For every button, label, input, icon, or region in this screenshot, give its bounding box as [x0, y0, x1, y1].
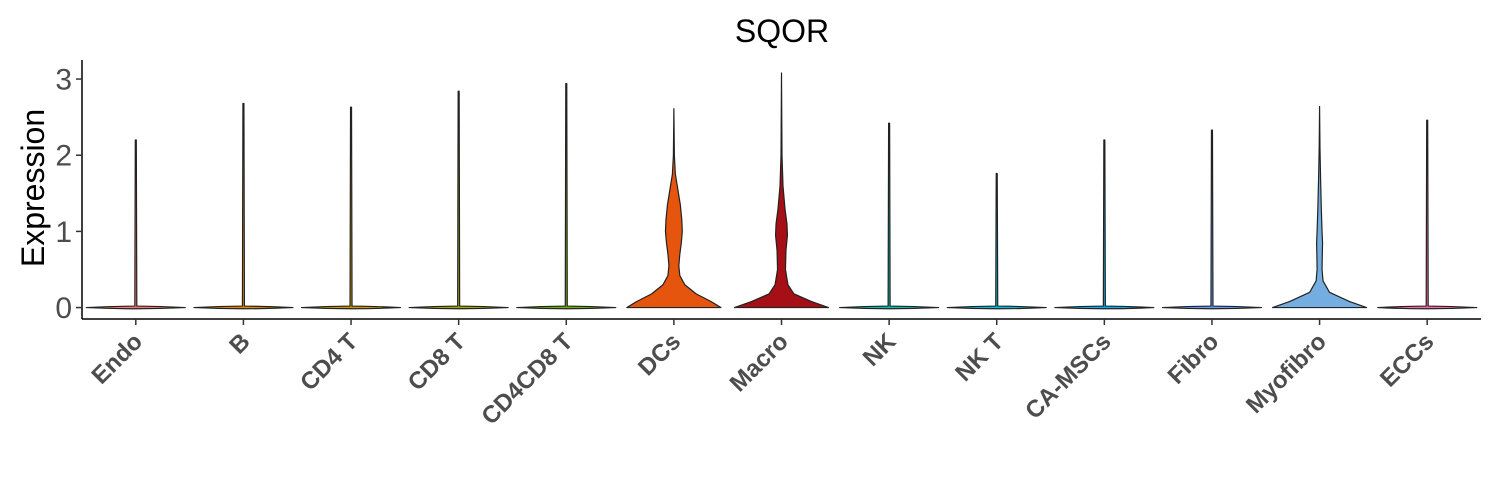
y-tick-label: 3: [55, 64, 72, 97]
violins-layer: [85, 72, 1478, 310]
x-tick-label-macro: Macro: [725, 328, 794, 397]
x-tick-label-cd4cd8-t: CD4CD8 T: [476, 328, 578, 430]
violin-macro: [733, 72, 830, 309]
x-tick-label-endo: Endo: [87, 328, 149, 390]
x-tick-label-nk-t: NK T: [950, 328, 1009, 387]
chart-title: SQOR: [735, 13, 829, 49]
x-tick-label-nk: NK: [858, 328, 902, 372]
x-tick-label-dcs: DCs: [633, 328, 686, 381]
violin-cd8-t: [408, 90, 509, 310]
violin-b: [193, 102, 294, 310]
x-axis: Endo B CD4 T CD8 T CD4CD8 T DCs Macro NK NK T CA-…: [82, 318, 1481, 430]
x-tick-label-b: B: [224, 328, 255, 359]
x-tick-label-cd4-t: CD4 T: [295, 328, 363, 396]
y-tick-label: 1: [55, 216, 72, 249]
violin-nk: [839, 122, 940, 310]
violin-cd4cd8-t: [516, 83, 617, 310]
x-tick-label-myofibro: Myofibro: [1241, 328, 1332, 419]
violin-cd4-t: [300, 106, 402, 310]
y-axis: 0 1 2 3: [55, 60, 83, 325]
violin-fibro: [1161, 129, 1263, 310]
x-tick-label-fibro: Fibro: [1163, 328, 1225, 390]
y-tick-label: 2: [55, 140, 72, 173]
violin-eccs: [1377, 119, 1478, 310]
violin-dcs: [626, 108, 722, 309]
x-tick-label-ca-mscs: CA-MSCs: [1020, 328, 1116, 424]
y-tick-label: 0: [55, 292, 72, 325]
violin-endo: [85, 139, 186, 310]
x-tick-label-cd8-t: CD8 T: [403, 328, 471, 396]
violin-nk-t: [946, 172, 1047, 310]
x-tick-label-eccs: ECCs: [1375, 328, 1439, 392]
violin-myofibro: [1271, 105, 1368, 309]
violin-ca-mscs: [1054, 139, 1155, 310]
y-axis-title: Expression: [15, 109, 51, 267]
